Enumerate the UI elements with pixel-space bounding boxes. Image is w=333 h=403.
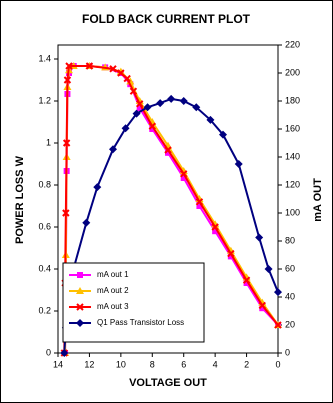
marker xyxy=(274,321,282,329)
marker xyxy=(206,115,215,124)
marker xyxy=(234,160,243,169)
y2-tick-label: 120 xyxy=(285,179,300,189)
marker xyxy=(164,146,172,154)
marker xyxy=(156,99,165,108)
marker xyxy=(148,122,156,130)
marker xyxy=(196,203,203,209)
y2-tick-label: 200 xyxy=(285,67,300,77)
marker xyxy=(167,94,176,103)
marker xyxy=(63,76,72,84)
y2-tick-label: 220 xyxy=(285,39,300,49)
y2-axis-label: mA OUT xyxy=(312,178,324,222)
marker xyxy=(109,145,117,154)
marker xyxy=(60,349,69,357)
marker xyxy=(76,287,84,294)
legend-label: mA out 2 xyxy=(97,286,129,295)
marker xyxy=(65,62,73,70)
marker xyxy=(243,280,250,286)
marker xyxy=(149,126,156,132)
marker xyxy=(136,105,143,111)
marker xyxy=(274,288,282,297)
x-tick-label: 10 xyxy=(116,359,126,369)
marker xyxy=(136,100,144,108)
marker xyxy=(76,303,84,311)
marker xyxy=(117,69,125,77)
marker xyxy=(179,97,188,106)
x-tick-label: 12 xyxy=(84,359,94,369)
marker xyxy=(255,233,264,242)
legend-label: mA out 3 xyxy=(97,302,129,311)
marker xyxy=(242,276,251,284)
marker xyxy=(219,130,227,139)
marker xyxy=(85,62,94,70)
chart-title: FOLD BACK CURRENT PLOT xyxy=(82,12,251,26)
marker xyxy=(180,175,187,181)
marker xyxy=(227,249,235,258)
marker xyxy=(76,319,84,327)
x-tick-label: 6 xyxy=(181,359,186,369)
y-tick-label: 1.4 xyxy=(38,53,51,63)
y2-tick-label: 180 xyxy=(285,95,300,105)
marker xyxy=(227,253,234,260)
x-tick-label: 4 xyxy=(213,359,218,369)
y2-tick-label: 140 xyxy=(285,151,300,161)
marker xyxy=(195,198,204,206)
x-tick-label: 0 xyxy=(275,359,280,369)
marker xyxy=(132,109,141,118)
y-tick-label: 1.2 xyxy=(38,95,51,105)
marker xyxy=(129,87,138,95)
marker xyxy=(82,218,91,227)
marker xyxy=(212,228,219,235)
x-tick-label: 14 xyxy=(53,359,63,369)
marker xyxy=(264,265,273,274)
y2-tick-label: 20 xyxy=(285,319,295,329)
legend-label: mA out 1 xyxy=(97,270,129,279)
y-tick-label: 0 xyxy=(46,347,51,357)
y-tick-label: 0.2 xyxy=(38,305,51,315)
y2-tick-label: 160 xyxy=(285,123,300,133)
marker xyxy=(143,103,152,112)
y2-tick-label: 40 xyxy=(285,291,295,301)
y-tick-label: 1 xyxy=(46,137,51,147)
marker xyxy=(109,65,117,73)
plot-area xyxy=(57,44,279,354)
marker xyxy=(121,124,130,133)
y2-tick-label: 80 xyxy=(285,235,295,245)
marker xyxy=(165,149,171,156)
marker xyxy=(192,103,201,112)
marker xyxy=(77,272,83,278)
marker xyxy=(62,209,70,217)
x-tick-label: 8 xyxy=(150,359,155,369)
marker xyxy=(93,183,102,192)
marker xyxy=(180,170,188,178)
y-tick-label: 0.4 xyxy=(38,263,51,273)
marker xyxy=(211,223,219,231)
y-tick-label: 0.6 xyxy=(38,221,51,231)
legend-box xyxy=(62,262,205,343)
x-axis-label: VOLTAGE OUT xyxy=(129,377,207,389)
y2-tick-label: 0 xyxy=(285,347,290,357)
marker xyxy=(123,74,131,83)
y-axis-label: POWER LOSS W xyxy=(14,155,26,244)
legend-label: Q1 Pass Transistor Loss xyxy=(97,318,184,327)
y2-tick-label: 100 xyxy=(285,207,300,217)
y2-tick-label: 60 xyxy=(285,263,295,273)
marker xyxy=(259,305,266,312)
marker xyxy=(62,139,71,147)
x-tick-label: 2 xyxy=(244,359,249,369)
marker xyxy=(258,301,266,310)
y-tick-label: 0.8 xyxy=(38,179,51,189)
